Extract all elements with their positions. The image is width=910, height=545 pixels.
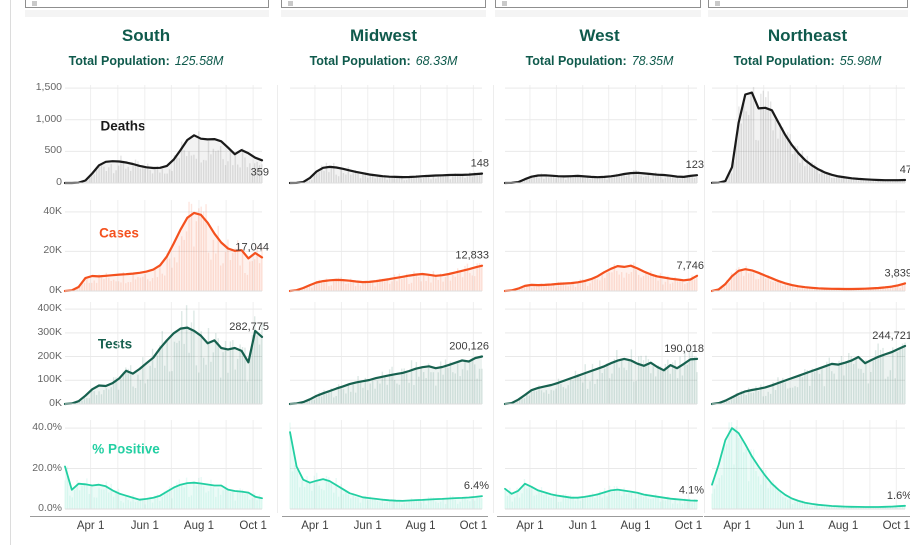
- x-tick-label: Apr 1: [301, 520, 329, 532]
- column-separator: [704, 85, 705, 513]
- x-tick-label: Apr 1: [516, 520, 544, 532]
- x-tick-label: Jun 1: [776, 520, 805, 532]
- y-tick-label: 400K: [37, 302, 62, 315]
- end-value-label: 123: [686, 159, 704, 171]
- end-value-label: 12,833: [455, 250, 489, 262]
- left-panel-divider: [10, 0, 11, 545]
- region-filter-select-2[interactable]: [281, 0, 486, 8]
- y-tick-label: 1,500: [35, 81, 62, 94]
- x-axis-line: [30, 516, 270, 517]
- region-header-midwest: Midwest: [349, 26, 418, 45]
- filter-shadow: [495, 10, 701, 17]
- chart-cases-west[interactable]: 7,746: [503, 200, 711, 297]
- population-value: 68.33M: [415, 54, 458, 68]
- population-line-midwest: Total Population: 68.33M: [282, 53, 485, 69]
- x-axis-line: [704, 516, 910, 517]
- population-label: Total Population:: [525, 54, 627, 68]
- y-tick-label: 40.0%: [32, 421, 62, 434]
- chart-positive-west[interactable]: 4.1%: [504, 420, 711, 515]
- region-header-south: South: [121, 26, 171, 45]
- x-tick-label: Jun 1: [568, 520, 597, 532]
- y-tick-label: 200K: [37, 349, 62, 362]
- x-tick-label: Oct 1: [459, 520, 488, 532]
- x-tick-label: Aug 1: [828, 520, 859, 532]
- end-value-label: 3,839: [884, 267, 910, 279]
- chart-deaths-south[interactable]: 359: [63, 85, 276, 189]
- chart-tests-west[interactable]: 190,018: [503, 302, 711, 410]
- filter-shadow: [708, 10, 908, 17]
- y-tick-label: 500: [44, 144, 62, 157]
- y-tick-label: 300K: [37, 325, 62, 338]
- population-value: 55.98M: [839, 54, 882, 68]
- population-value: 125.58M: [174, 54, 224, 68]
- x-tick-label: Apr 1: [723, 520, 751, 532]
- x-tick-label: Jun 1: [130, 520, 159, 532]
- population-line-northeast: Total Population: 55.98M: [705, 53, 910, 69]
- x-tick-label: Oct 1: [674, 520, 703, 532]
- chart-cases-midwest[interactable]: 12,833: [288, 200, 496, 297]
- x-tick-label: Aug 1: [405, 520, 436, 532]
- chart-tests-midwest[interactable]: 200,126: [288, 302, 496, 410]
- population-line-south: Total Population: 125.58M: [30, 53, 262, 69]
- y-tick-label: 0K: [49, 397, 62, 409]
- chart-cases-south[interactable]: 17,044: [63, 200, 276, 297]
- chart-tests-south[interactable]: 282,775: [63, 302, 276, 410]
- end-value-label: 17,044: [235, 241, 269, 253]
- y-tick-label: 0K: [49, 284, 62, 296]
- end-value-label: 190,018: [664, 343, 704, 355]
- x-tick-label: Oct 1: [882, 520, 910, 532]
- region-header-northeast: Northeast: [767, 26, 848, 45]
- metric-label-cases: Cases: [99, 225, 139, 241]
- end-value-label: 200,126: [449, 341, 489, 353]
- metric-label-deaths: Deaths: [100, 118, 146, 134]
- end-value-label: 4.1%: [679, 485, 704, 497]
- end-value-label: 282,775: [229, 321, 269, 333]
- y-tick-label: 100K: [37, 373, 62, 386]
- y-tick-label: 20.0%: [32, 461, 62, 474]
- chart-positive-northeast[interactable]: 1.6%: [711, 420, 910, 515]
- x-axis-line: [282, 516, 488, 517]
- x-tick-label: Oct 1: [239, 520, 267, 532]
- region-filter-select-4[interactable]: [708, 0, 908, 8]
- chart-positive-midwest[interactable]: 6.4%: [289, 420, 496, 515]
- chart-deaths-midwest[interactable]: 148: [288, 85, 496, 189]
- chart-tests-northeast[interactable]: 244,721: [710, 302, 910, 410]
- end-value-label: 7,746: [676, 260, 704, 272]
- chart-cases-northeast[interactable]: 3,839: [710, 200, 910, 297]
- filter-shadow: [25, 10, 269, 17]
- population-label: Total Population:: [68, 54, 170, 68]
- region-header-west: West: [579, 26, 620, 45]
- y-tick-label: 1,000: [35, 112, 62, 125]
- x-axis-line: [497, 516, 703, 517]
- population-label: Total Population:: [733, 54, 835, 68]
- y-tick-label: 0: [56, 176, 62, 188]
- end-value-label: 244,721: [872, 330, 910, 342]
- filter-shadow: [281, 10, 486, 17]
- x-tick-label: Aug 1: [620, 520, 651, 532]
- metric-label-tests: Tests: [97, 336, 133, 352]
- y-tick-label: 0.0%: [38, 502, 62, 514]
- region-filter-select-1[interactable]: [25, 0, 269, 8]
- y-tick-label: 40K: [43, 204, 62, 217]
- end-value-label: 148: [471, 158, 489, 170]
- chart-positive-south[interactable]: [64, 420, 276, 515]
- column-separator: [493, 85, 494, 513]
- y-tick-label: 20K: [43, 244, 62, 257]
- region-filter-select-3[interactable]: [495, 0, 701, 8]
- end-value-label: 6.4%: [464, 480, 489, 492]
- x-tick-label: Aug 1: [183, 520, 214, 532]
- end-value-label: 47: [900, 164, 910, 176]
- chart-deaths-west[interactable]: 123: [503, 85, 711, 189]
- population-line-west: Total Population: 78.35M: [497, 53, 702, 69]
- chart-deaths-northeast[interactable]: 47: [710, 85, 910, 189]
- end-value-label: 359: [251, 166, 269, 178]
- end-value-label: 1.6%: [887, 490, 910, 502]
- x-tick-label: Jun 1: [353, 520, 382, 532]
- column-separator: [277, 85, 278, 513]
- population-label: Total Population:: [309, 54, 411, 68]
- population-value: 78.35M: [631, 54, 674, 68]
- metric-label-positive: % Positive: [92, 441, 160, 457]
- x-tick-label: Apr 1: [76, 520, 105, 532]
